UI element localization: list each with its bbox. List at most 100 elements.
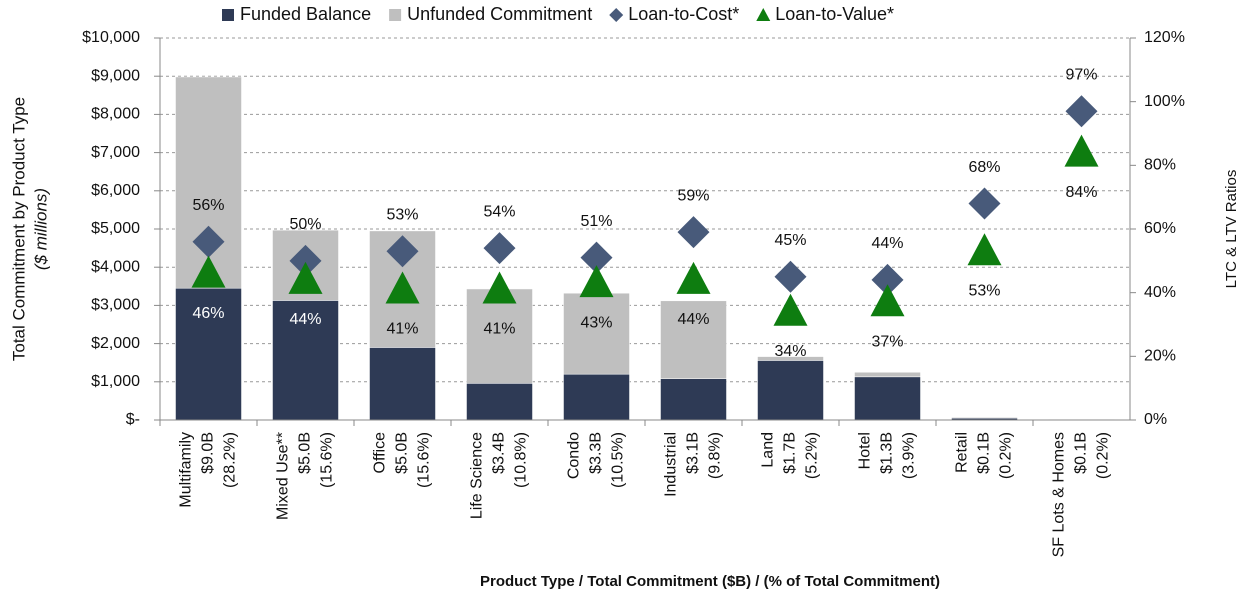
- data-label: 44%: [677, 311, 709, 328]
- data-label: 43%: [580, 314, 612, 331]
- x-tick-label: Hotel: [857, 432, 874, 469]
- ltv-marker: [482, 271, 517, 304]
- data-label: 97%: [1065, 66, 1097, 83]
- x-tick-label: (15.6%): [416, 432, 433, 488]
- bar-segment: [563, 373, 630, 421]
- y2-tick-label: 40%: [1144, 284, 1176, 301]
- x-tick-label: $1.3B: [879, 432, 896, 474]
- y-tick-label: $9,000: [91, 67, 140, 84]
- y2-tick-label: 80%: [1144, 157, 1176, 174]
- ltc-marker: [1065, 95, 1098, 128]
- data-label: 37%: [871, 333, 903, 350]
- x-tick-label: Multifamily: [178, 432, 195, 508]
- y-tick-label: $-: [126, 411, 140, 428]
- data-label: 68%: [968, 159, 1000, 176]
- data-label: 84%: [1065, 184, 1097, 201]
- bar-segment: [175, 287, 242, 421]
- y2-tick-label: 120%: [1144, 29, 1185, 46]
- x-tick-label: (9.8%): [707, 432, 724, 479]
- y-tick-label: $6,000: [91, 182, 140, 199]
- y2-tick-label: 20%: [1144, 348, 1176, 365]
- y-tick-label: $3,000: [91, 297, 140, 314]
- legend-label: Loan-to-Value*: [775, 4, 894, 24]
- data-label: 56%: [192, 197, 224, 214]
- y-axis-subtitle: ($ millions): [31, 188, 50, 270]
- x-tick-label: $3.3B: [588, 432, 605, 474]
- legend-label: Unfunded Commitment: [407, 4, 592, 24]
- x-tick-label: (0.2%): [998, 432, 1015, 479]
- x-axis-title: Product Type / Total Commitment ($B) / (…: [480, 573, 940, 590]
- y-tick-label: $1,000: [91, 373, 140, 390]
- x-tick-label: $5.0B: [394, 432, 411, 474]
- x-tick-label: $5.0B: [297, 432, 314, 474]
- bar-segment: [563, 292, 630, 375]
- x-tick-label: (28.2%): [222, 432, 239, 488]
- bar-segment: [757, 356, 824, 361]
- x-tick-label: Land: [760, 432, 777, 468]
- data-label: 34%: [774, 343, 806, 360]
- legend-swatch: [222, 9, 234, 21]
- ltv-marker: [676, 261, 711, 294]
- y2-tick-label: 0%: [1144, 411, 1167, 428]
- ltc-marker: [289, 244, 322, 277]
- ltc-marker: [774, 260, 807, 293]
- legend-label: Funded Balance: [240, 4, 371, 24]
- y-tick-label: $2,000: [91, 335, 140, 352]
- data-label: 44%: [871, 235, 903, 252]
- data-label: 41%: [386, 321, 418, 338]
- legend-label: Loan-to-Cost*: [628, 4, 739, 24]
- x-tick-label: $9.0B: [200, 432, 217, 474]
- x-tick-label: $1.7B: [782, 432, 799, 474]
- bar-segment: [272, 300, 339, 421]
- y-tick-label: $10,000: [82, 29, 140, 46]
- data-label: 41%: [483, 321, 515, 338]
- x-tick-label: Retail: [954, 432, 971, 473]
- ltv-marker: [288, 261, 323, 294]
- x-tick-label: (15.6%): [319, 432, 336, 488]
- data-label: 53%: [968, 283, 1000, 300]
- ltc-marker: [677, 216, 710, 249]
- ltc-marker: [580, 241, 613, 274]
- data-label: 51%: [580, 213, 612, 230]
- x-tick-label: Industrial: [663, 432, 680, 497]
- bar-segment: [854, 372, 921, 378]
- y-tick-label: $4,000: [91, 258, 140, 275]
- x-tick-label: (5.2%): [804, 432, 821, 479]
- legend-swatch: [389, 9, 402, 21]
- x-tick-label: (10.5%): [610, 432, 627, 488]
- x-tick-label: (10.8%): [513, 432, 530, 488]
- x-tick-label: $3.4B: [491, 432, 508, 474]
- bar-segment: [757, 360, 824, 421]
- x-tick-label: Office: [372, 432, 389, 474]
- x-tick-label: $0.1B: [976, 432, 993, 474]
- legend-swatch: [609, 8, 624, 22]
- data-label: 45%: [774, 232, 806, 249]
- data-label: 44%: [289, 311, 321, 328]
- ltv-marker: [773, 293, 808, 326]
- data-label: 59%: [677, 187, 709, 204]
- bar-segment: [466, 383, 533, 421]
- data-label: 50%: [289, 216, 321, 233]
- ltv-marker: [385, 271, 420, 304]
- bar-segment: [951, 417, 1018, 419]
- bar-segment: [660, 378, 727, 421]
- ltc-marker: [968, 187, 1001, 220]
- ltv-marker: [579, 265, 614, 298]
- y2-tick-label: 60%: [1144, 220, 1176, 237]
- data-label: 46%: [192, 305, 224, 322]
- ltv-marker: [967, 233, 1002, 266]
- y-tick-label: $8,000: [91, 106, 140, 123]
- x-tick-label: Mixed Use**: [275, 432, 292, 520]
- x-tick-label: (0.2%): [1095, 432, 1112, 479]
- ltv-marker: [870, 284, 905, 317]
- bar-segment: [854, 376, 921, 421]
- ltv-marker: [191, 255, 226, 288]
- bar-segment: [466, 288, 533, 384]
- x-tick-label: (3.9%): [901, 432, 918, 479]
- data-label: 53%: [386, 207, 418, 224]
- x-tick-label: Condo: [566, 432, 583, 479]
- y-axis-title: Total Commitment by Product Type: [9, 97, 28, 361]
- y2-tick-label: 100%: [1144, 93, 1185, 110]
- bar-segment: [660, 300, 727, 379]
